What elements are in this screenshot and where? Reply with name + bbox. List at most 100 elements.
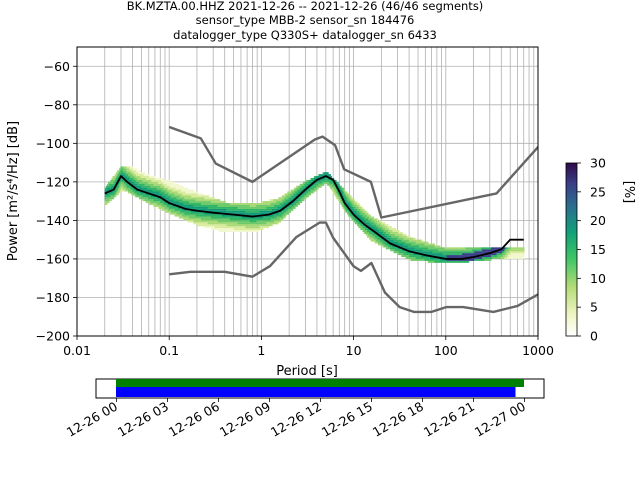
heatmap-cell: [249, 216, 252, 219]
heatmap-cell: [224, 206, 226, 209]
heatmap-cell: [132, 168, 135, 171]
heatmap-cell: [340, 203, 343, 205]
heatmap-cell: [186, 212, 189, 215]
heatmap-cell: [248, 224, 251, 227]
heatmap-cell: [324, 178, 327, 180]
heatmap-cell: [156, 204, 159, 207]
heatmap-cell: [401, 239, 403, 242]
heatmap-cell: [384, 241, 387, 244]
heatmap-cell: [250, 218, 253, 221]
heatmap-cell: [141, 187, 143, 190]
heatmap-cell: [385, 245, 388, 248]
heatmap-cell: [459, 247, 462, 250]
heatmap-cell: [371, 224, 373, 227]
heatmap-cell: [189, 193, 192, 196]
heatmap-cell: [257, 210, 260, 213]
heatmap-cell: [362, 228, 365, 231]
heatmap-cell: [142, 193, 144, 196]
heatmap-cell: [259, 228, 262, 231]
heatmap-cell: [414, 257, 417, 259]
heatmap-cell: [394, 239, 397, 242]
heatmap-cell: [309, 179, 312, 182]
heatmap-cell: [509, 255, 512, 258]
heatmap-cell: [204, 204, 206, 207]
heatmap-cell: [439, 253, 442, 256]
heatmap-cell: [260, 220, 263, 223]
heatmap-cell: [181, 204, 183, 207]
heatmap-cell: [153, 204, 156, 207]
heatmap-cell: [201, 199, 203, 202]
heatmap-cell: [272, 222, 275, 225]
heatmap-cell: [205, 226, 208, 229]
heatmap-cell: [490, 247, 493, 250]
heatmap-cell: [418, 251, 421, 254]
heatmap-cell: [385, 228, 388, 231]
heatmap-cell: [243, 220, 245, 223]
heatmap-cell: [210, 201, 213, 204]
heatmap-cell: [212, 199, 214, 202]
heatmap-cell: [192, 195, 194, 198]
heatmap-cell: [314, 176, 317, 179]
heatmap-cell: [327, 183, 329, 186]
heatmap-cell: [234, 216, 236, 219]
heatmap-cell: [131, 193, 133, 196]
heatmap-cell: [234, 230, 236, 232]
heatmap-cell: [513, 249, 515, 252]
heatmap-cell: [178, 206, 181, 209]
heatmap-cell: [391, 247, 393, 250]
heatmap-cell: [239, 216, 242, 219]
heatmap-cell: [113, 179, 116, 182]
heatmap-cell: [345, 206, 348, 209]
heatmap-cell: [213, 214, 215, 217]
heatmap-cell: [173, 201, 175, 204]
heatmap-cell: [348, 193, 350, 196]
heatmap-cell: [514, 249, 516, 252]
heatmap-cell: [204, 195, 206, 198]
heatmap-cell: [218, 222, 221, 225]
heatmap-cell: [457, 249, 460, 252]
heatmap-cell: [153, 195, 156, 198]
heatmap-cell: [423, 249, 425, 252]
heatmap-cell: [299, 195, 302, 198]
heatmap-cell: [134, 189, 137, 192]
heatmap-cell: [178, 193, 181, 196]
heatmap-cell: [432, 253, 434, 256]
heatmap-cell: [161, 179, 163, 182]
heatmap-cell: [375, 235, 378, 238]
heatmap-cell: [130, 178, 132, 180]
heatmap-cell: [378, 241, 380, 244]
heatmap-cell: [214, 214, 216, 217]
heatmap-cell: [228, 204, 231, 207]
heatmap-cell: [171, 193, 173, 196]
heatmap-cell: [436, 245, 439, 248]
heatmap-cell: [414, 255, 417, 258]
heatmap-cell: [299, 201, 302, 204]
heatmap-cell: [276, 204, 278, 207]
heatmap-cell: [150, 178, 152, 180]
heatmap-cell: [272, 204, 275, 207]
heatmap-cell: [297, 187, 299, 190]
heatmap-cell: [258, 210, 261, 213]
heatmap-cell: [482, 249, 484, 252]
heatmap-cell: [201, 193, 203, 196]
heatmap-cell: [256, 216, 258, 219]
heatmap-cell: [145, 183, 148, 186]
heatmap-cell: [455, 257, 458, 259]
heatmap-cell: [256, 220, 258, 223]
heatmap-cell: [257, 218, 260, 221]
heatmap-cell: [274, 216, 276, 219]
heatmap-cell: [195, 222, 198, 225]
heatmap-cell: [455, 251, 458, 254]
heatmap-cell: [349, 197, 351, 200]
heatmap-cell: [358, 204, 360, 207]
heatmap-cell: [467, 247, 470, 250]
heatmap-cell: [265, 218, 267, 221]
heatmap-cell: [257, 228, 260, 231]
heatmap-cell: [503, 253, 505, 256]
heatmap-cell: [508, 251, 511, 254]
heatmap-cell: [403, 235, 406, 238]
heatmap-cell: [434, 247, 437, 250]
heatmap-cell: [470, 258, 473, 261]
heatmap-cell: [276, 216, 278, 219]
heatmap-cell: [357, 214, 359, 217]
